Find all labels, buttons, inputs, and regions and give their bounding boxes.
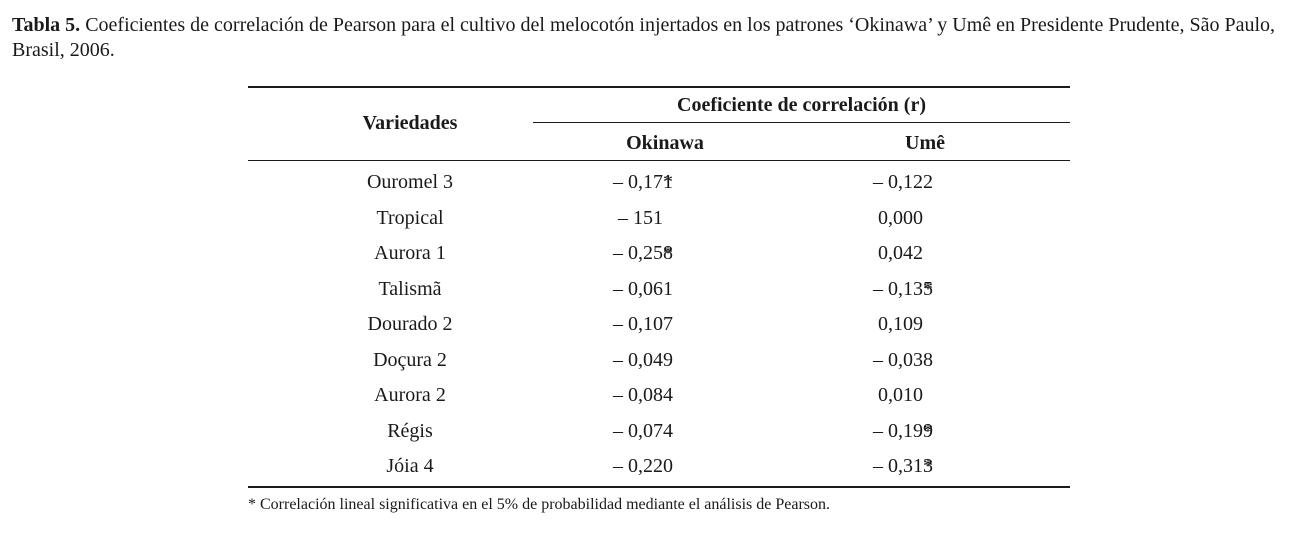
cell-okinawa: – 0,258 (613, 242, 673, 264)
table-top-rule (248, 86, 1070, 88)
column-group-header-correlation: Coeficiente de correlación (r) (677, 94, 926, 116)
cell-variedad: Aurora 2 (374, 384, 446, 406)
column-header-okinawa: Okinawa (626, 132, 704, 154)
cell-okinawa: – 0,171 (613, 171, 673, 193)
table-row: Ouromel 3 – 0,171 * – 0,122 (248, 165, 1070, 201)
cell-ume: – 0,122 (873, 171, 933, 193)
table-caption: Tabla 5. Coeficientes de correlación de … (12, 13, 1300, 63)
cell-ume: 0,010 (878, 384, 923, 406)
table-row: Doçura 2 – 0,049 – 0,038 (248, 343, 1070, 379)
significance-mark: * (923, 277, 933, 300)
table-row: Tropical – 151 0,000 (248, 201, 1070, 237)
cell-variedad: Dourado 2 (367, 313, 453, 335)
cell-variedad: Doçura 2 (373, 348, 447, 371)
column-header-variedades: Variedades (362, 112, 458, 134)
cell-okinawa: – 151 (618, 206, 663, 229)
column-header-ume: Umê (905, 132, 945, 154)
cell-variedad: Ouromel 3 (366, 171, 454, 193)
cell-okinawa: – 0,220 (613, 455, 673, 477)
significance-mark: * (663, 242, 673, 264)
cell-okinawa: – 0,084 (613, 384, 673, 406)
significance-mark: * (923, 455, 933, 477)
table-row: Aurora 1 – 0,258 * 0,042 (248, 236, 1070, 272)
cell-variedad: Aurora 1 (374, 242, 446, 264)
table-row: Jóia 4 – 0,220 – 0,313 * (248, 449, 1070, 485)
cell-ume: – 0,135 (873, 277, 933, 300)
group-header-rule (533, 122, 1070, 123)
table-body: Ouromel 3 – 0,171 * – 0,122 Tropical – 1… (248, 165, 1070, 485)
cell-ume: – 0,038 (873, 348, 933, 371)
significance-mark: * (663, 171, 673, 193)
table-row: Dourado 2 – 0,107 0,109 (248, 307, 1070, 343)
cell-ume: 0,000 (878, 206, 923, 229)
caption-text: Coeficientes de correlación de Pearson p… (12, 14, 1276, 61)
table-row: Talismã – 0,061 – 0,135 * (248, 272, 1070, 308)
cell-variedad: Talismã (378, 277, 442, 300)
cell-variedad: Jóia 4 (386, 455, 434, 477)
significance-mark: * (923, 419, 933, 442)
cell-ume: 0,109 (878, 313, 923, 335)
caption-label: Tabla 5. (12, 14, 81, 36)
cell-ume: – 0,199 (873, 419, 933, 442)
cell-okinawa: – 0,061 (613, 277, 673, 300)
table-bottom-rule (248, 486, 1070, 488)
header-bottom-rule (248, 160, 1070, 161)
cell-okinawa: – 0,074 (613, 419, 673, 442)
table-row: Régis – 0,074 – 0,199 * (248, 414, 1070, 450)
cell-okinawa: – 0,049 (613, 348, 673, 371)
table-row: Aurora 2 – 0,084 0,010 (248, 378, 1070, 414)
cell-okinawa: – 0,107 (613, 313, 673, 335)
cell-variedad: Régis (387, 419, 433, 442)
cell-ume: 0,042 (878, 242, 923, 264)
cell-ume: – 0,313 (873, 455, 933, 477)
cell-variedad: Tropical (376, 206, 444, 229)
table-footnote: * Correlación lineal significativa en el… (248, 496, 831, 513)
